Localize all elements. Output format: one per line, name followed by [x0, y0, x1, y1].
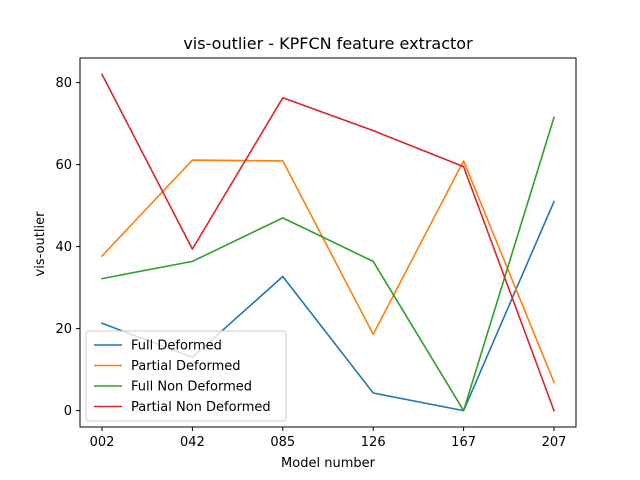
legend-box — [85, 330, 287, 422]
legend-label: Full Deformed — [131, 339, 222, 354]
x-tick-label: 167 — [451, 435, 476, 450]
y-tick-label: 40 — [55, 240, 72, 255]
plot-area: 002 042 085 126 167 207 0 20 40 60 80 — [55, 57, 577, 450]
series-line-4 — [100, 73, 556, 412]
y-tick-label: 60 — [55, 158, 72, 173]
x-tick-label: 126 — [361, 435, 386, 450]
y-axis-title: vis-outlier — [33, 211, 48, 277]
series-line-2 — [100, 159, 556, 384]
y-tick-label: 0 — [64, 404, 72, 419]
chart-title: vis-outlier - KPFCN feature extractor — [183, 34, 473, 53]
x-tick-label: 042 — [180, 435, 205, 450]
x-axis-title: Model number — [281, 456, 376, 471]
legend: Full Deformed Partial Deformed Full Non De… — [85, 330, 287, 422]
x-tick-label: 002 — [90, 435, 115, 450]
x-tick-label: 207 — [542, 435, 567, 450]
y-tick-label: 20 — [55, 322, 72, 337]
x-tick-label: 085 — [270, 435, 295, 450]
legend-label: Partial Non Deformed — [131, 400, 271, 415]
legend-label: Full Non Deformed — [131, 380, 252, 395]
axes-frame — [79, 57, 577, 428]
y-tick-label: 80 — [55, 76, 72, 91]
legend-label: Partial Deformed — [131, 359, 241, 374]
series-line-3 — [101, 116, 556, 412]
